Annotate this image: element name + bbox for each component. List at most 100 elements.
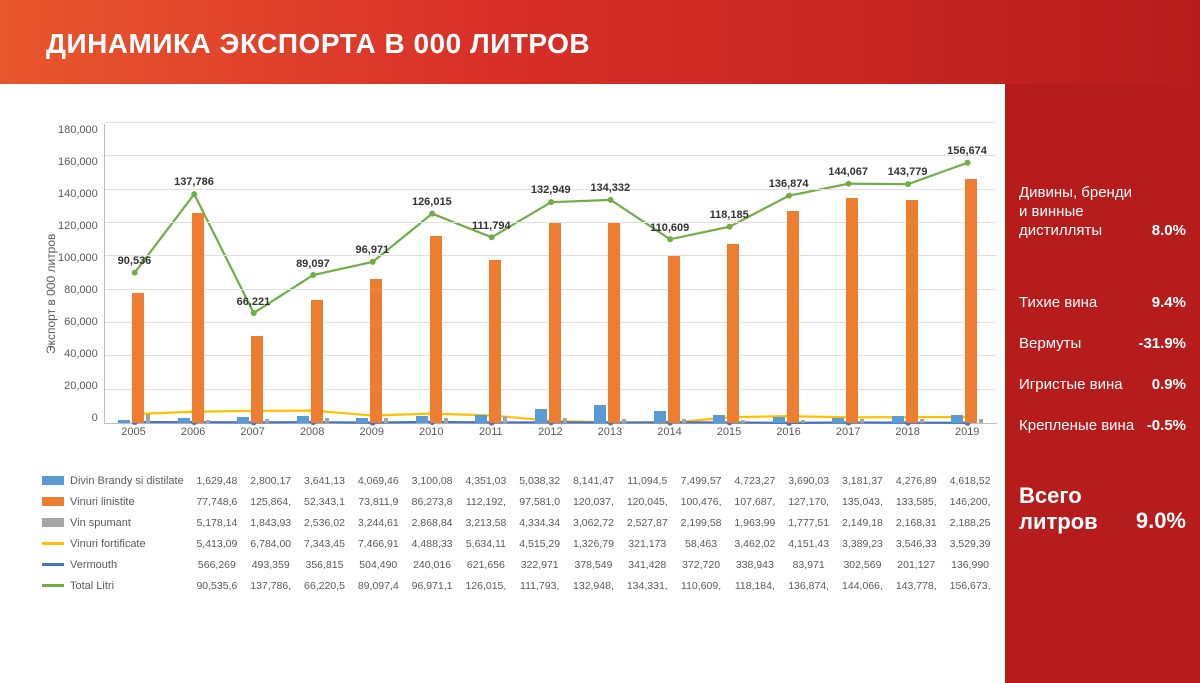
bar-vin-spumant [741, 420, 745, 423]
legend-swatch [42, 476, 64, 485]
year-label: 2017 [818, 424, 878, 438]
bar-divin-brandy-si-distilate [594, 405, 606, 423]
bar-vinuri-linistite [787, 211, 799, 423]
bar-vin-spumant [860, 419, 864, 423]
year-label: 2005 [104, 424, 164, 438]
sidebar-stat-label: Вермуты [1019, 335, 1081, 354]
bar-vin-spumant [682, 419, 686, 423]
sidebar-stat-label: Дивины, бренди и винные дистилляты [1019, 184, 1139, 240]
data-cell: 126,015, [459, 580, 513, 592]
data-cell: 107,687, [728, 496, 782, 508]
total-value-label: 111,794 [472, 220, 511, 232]
year-label: 2012 [521, 424, 581, 438]
main-content: Экспорт в 000 литров 180,000160,000140,0… [0, 84, 1200, 683]
data-cell: 97,581,0 [513, 496, 567, 508]
year-label: 2009 [342, 424, 402, 438]
data-cell: 5,178,14 [190, 517, 244, 529]
data-cell: 322,971 [513, 559, 567, 571]
data-cell: 120,037, [567, 496, 621, 508]
sidebar-stat-value: -0.5% [1147, 417, 1186, 436]
bar-divin-brandy-si-distilate [892, 416, 904, 423]
bar-vin-spumant [265, 419, 269, 423]
sidebar-total-row: Всего литров 9.0% [1019, 483, 1186, 534]
bar-vinuri-linistite [132, 293, 144, 423]
data-table: Divin Brandy si distilate1,629,482,800,1… [40, 470, 997, 596]
total-value-label: 66,221 [237, 296, 271, 308]
bar-vin-spumant [444, 418, 448, 423]
data-cell: 4,069,46 [351, 475, 405, 487]
data-cell: 1,843,93 [244, 517, 298, 529]
data-cell: 112,192, [459, 496, 513, 508]
bar-divin-brandy-si-distilate [178, 418, 190, 423]
data-cell: 58,463 [674, 538, 728, 550]
data-cell: 240,016 [405, 559, 459, 571]
data-cells: 90,535,6137,786,66,220,589,097,496,971,1… [190, 580, 997, 592]
sidebar-stat-value: 9.4% [1152, 294, 1186, 313]
data-cell: 3,244,61 [351, 517, 405, 529]
data-cell: 136,990 [943, 559, 997, 571]
marker [786, 193, 792, 199]
bar-divin-brandy-si-distilate [535, 409, 547, 423]
data-cell: 302,569 [836, 559, 890, 571]
data-cell: 338,943 [728, 559, 782, 571]
marker [726, 224, 732, 230]
data-cell: 100,476, [674, 496, 728, 508]
data-cell: 4,351,03 [459, 475, 513, 487]
bar-vinuri-linistite [668, 256, 680, 423]
data-cells: 566,269493,359356,815504,490240,016621,6… [190, 559, 997, 571]
plot-area: 90,536137,78666,22189,09796,971126,01511… [104, 124, 997, 424]
data-cell: 566,269 [190, 559, 244, 571]
data-cell: 4,515,29 [513, 538, 567, 550]
sidebar-total-value: 9.0% [1136, 508, 1186, 534]
bar-vin-spumant [503, 416, 507, 423]
bar-divin-brandy-si-distilate [416, 416, 428, 423]
data-cell: 86,273,8 [405, 496, 459, 508]
data-cell: 341,428 [620, 559, 674, 571]
sidebar-stat-label: Тихие вина [1019, 294, 1097, 313]
bar-vinuri-linistite [370, 279, 382, 423]
stats-sidebar: Дивины, бренди и винные дистилляты8.0%Ти… [1005, 84, 1200, 683]
data-cell: 2,168,31 [889, 517, 943, 529]
legend-swatch [42, 497, 64, 506]
data-cell: 156,673, [943, 580, 997, 592]
total-value-label: 110,609 [650, 222, 689, 234]
data-cell: 2,868,84 [405, 517, 459, 529]
total-value-label: 134,332 [590, 182, 630, 194]
legend-label: Total Litri [70, 580, 114, 592]
marker [310, 272, 316, 278]
data-cell: 3,389,23 [836, 538, 890, 550]
sidebar-stat-label: Игристые вина [1019, 376, 1123, 395]
data-cell: 504,490 [351, 559, 405, 571]
data-cell: 3,546,33 [889, 538, 943, 550]
chart-area: Экспорт в 000 литров 180,000160,000140,0… [40, 124, 997, 464]
data-cell: 3,641,13 [298, 475, 352, 487]
data-cell: 4,151,43 [782, 538, 836, 550]
data-cell: 3,213,58 [459, 517, 513, 529]
bar-divin-brandy-si-distilate [237, 417, 249, 423]
bar-vin-spumant [325, 418, 329, 423]
table-row: Vin spumant5,178,141,843,932,536,023,244… [40, 512, 997, 533]
slide-header: ДИНАМИКА ЭКСПОРТА В 000 ЛИТРОВ [0, 0, 1200, 84]
marker [250, 310, 256, 316]
data-cell: 2,536,02 [298, 517, 352, 529]
sidebar-total-label: Всего литров [1019, 483, 1136, 534]
data-cell: 6,784,00 [244, 538, 298, 550]
total-value-label: 156,674 [947, 145, 987, 157]
data-cell: 125,864, [244, 496, 298, 508]
data-cell: 1,326,79 [567, 538, 621, 550]
data-cell: 4,276,89 [889, 475, 943, 487]
data-cell: 73,811,9 [351, 496, 405, 508]
legend-cell: Vinuri linistite [40, 496, 190, 508]
sidebar-stat-row: Тихие вина 9.4% [1019, 294, 1186, 313]
bar-vin-spumant [920, 419, 924, 423]
data-cell: 7,343,45 [298, 538, 352, 550]
table-row: Vinuri linistite77,748,6125,864,52,343,1… [40, 491, 997, 512]
marker [667, 236, 673, 242]
data-cell: 5,413,09 [190, 538, 244, 550]
marker [369, 259, 375, 265]
total-value-label: 118,185 [710, 209, 749, 221]
data-cell: 5,038,32 [513, 475, 567, 487]
legend-swatch [42, 584, 64, 587]
data-cell: 52,343,1 [298, 496, 352, 508]
data-cell: 144,066, [836, 580, 890, 592]
